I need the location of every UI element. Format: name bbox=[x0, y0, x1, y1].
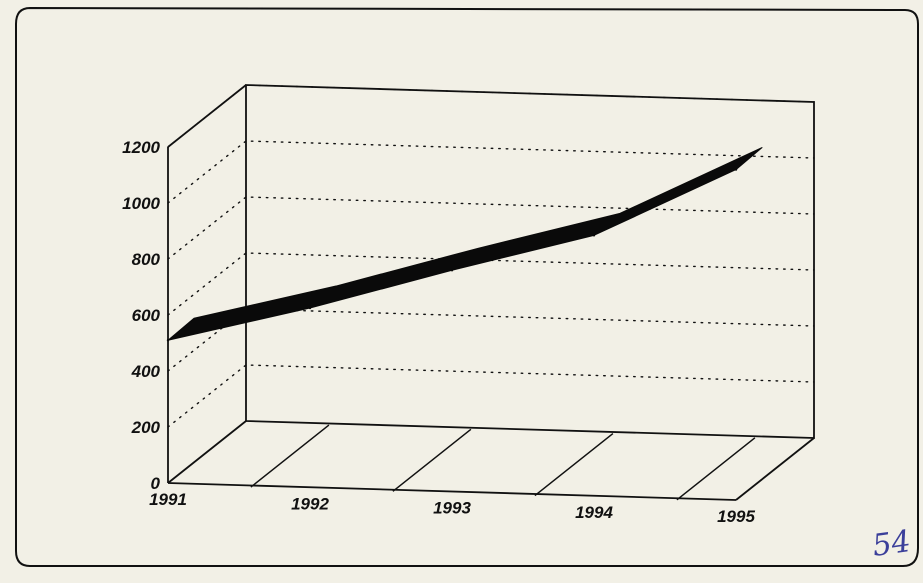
floor-divider bbox=[534, 432, 614, 497]
x-axis-line bbox=[167, 482, 737, 501]
x-tick-label: 1994 bbox=[575, 503, 613, 522]
handwritten-page-number: 54 bbox=[870, 524, 913, 564]
floor-divider bbox=[676, 437, 756, 501]
x-tick-label: 1993 bbox=[433, 499, 471, 518]
gridline bbox=[167, 84, 815, 148]
data-point bbox=[450, 269, 454, 272]
data-point bbox=[734, 168, 738, 171]
y-tick-label: 1000 bbox=[122, 194, 160, 213]
data-point bbox=[308, 306, 312, 310]
plot-frame bbox=[167, 84, 815, 501]
floor-dividers bbox=[250, 424, 756, 501]
y-tick-label: 200 bbox=[131, 418, 161, 437]
y-tick-label: 400 bbox=[131, 362, 161, 381]
data-point bbox=[166, 339, 170, 342]
x-tick-label: 1992 bbox=[291, 494, 329, 513]
y-axis-ticks: 0 200 400 600 800 1000 1200 bbox=[122, 138, 160, 493]
data-point bbox=[592, 234, 596, 237]
x-tick-label: 1995 bbox=[717, 507, 755, 526]
gridline bbox=[167, 196, 815, 260]
floor-right-edge bbox=[735, 437, 815, 501]
gridline bbox=[167, 252, 815, 316]
floor-left-edge bbox=[167, 420, 247, 484]
x-axis-ticks: 1991 1992 1993 1994 1995 bbox=[149, 490, 755, 526]
x-tick-label: 1991 bbox=[149, 490, 187, 509]
gridline bbox=[167, 364, 815, 428]
series-ribbon bbox=[167, 147, 763, 341]
y-tick-label: 800 bbox=[132, 250, 161, 269]
floor-divider bbox=[250, 424, 330, 488]
y-tick-label: 600 bbox=[132, 306, 161, 325]
gridline bbox=[167, 140, 815, 204]
page-frame bbox=[15, 6, 919, 567]
y-tick-label: 1200 bbox=[122, 138, 160, 157]
y-tick-label: 0 bbox=[151, 474, 161, 493]
floor-divider bbox=[392, 428, 472, 492]
series-layer bbox=[166, 147, 763, 342]
